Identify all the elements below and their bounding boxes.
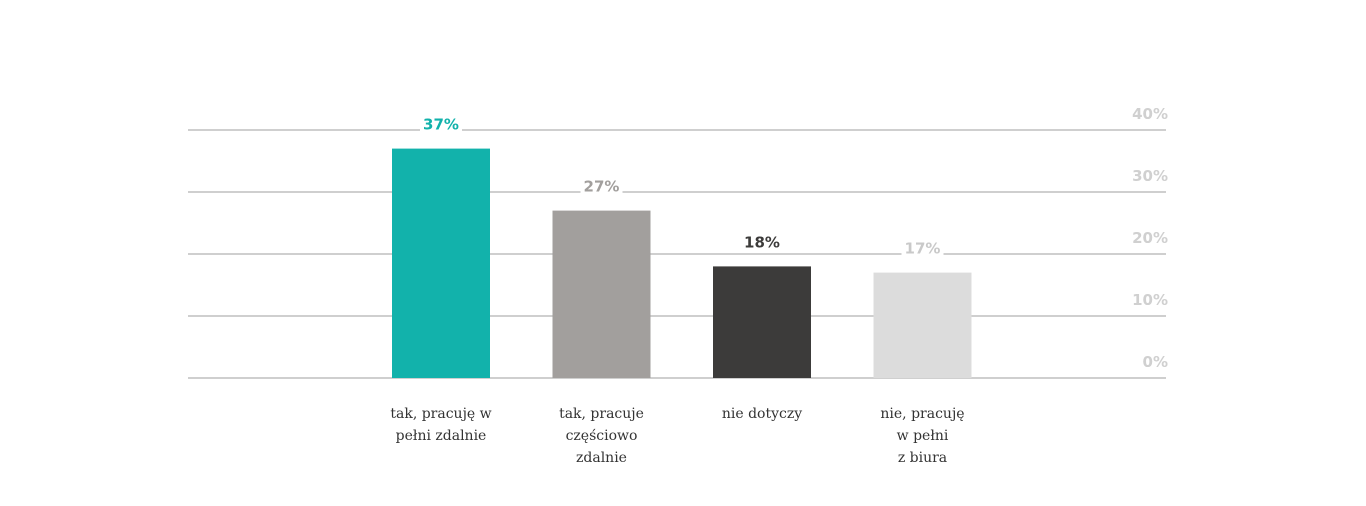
value-label-1: 27% xyxy=(584,178,620,196)
value-label-bg xyxy=(901,238,944,259)
gridlines xyxy=(188,129,1166,379)
bar-2 xyxy=(713,266,811,378)
value-label-2: 18% xyxy=(744,233,780,251)
bar-0 xyxy=(392,148,490,378)
category-label-line: pełni zdalnie xyxy=(396,428,487,444)
category-label-line: z biura xyxy=(898,450,947,466)
bars xyxy=(392,148,972,378)
value-label-bg xyxy=(580,176,623,197)
value-label-bg xyxy=(420,114,462,135)
y-tick-label: 0% xyxy=(1143,353,1168,371)
bar-3 xyxy=(873,272,972,378)
category-label-line: tak, pracuję w xyxy=(390,406,491,422)
category-label-line: zdalnie xyxy=(576,450,627,466)
y-tick-label: 30% xyxy=(1132,167,1168,185)
y-tick-label: 20% xyxy=(1132,229,1168,247)
value-labels: 37% 27% 18% 17% xyxy=(420,114,944,259)
bar-1 xyxy=(552,210,651,378)
category-label-line: w pełni xyxy=(897,428,949,444)
value-label-3: 17% xyxy=(905,240,941,258)
category-label-line: nie, pracuję xyxy=(880,406,964,422)
y-tick-label: 40% xyxy=(1132,105,1168,123)
y-tick-label: 10% xyxy=(1132,291,1168,309)
category-label-line: tak, pracuje xyxy=(559,406,644,422)
y-axis-ticks: 0% 10% 20% 30% 40% xyxy=(1132,105,1168,371)
value-label-bg xyxy=(741,232,783,253)
value-label-0: 37% xyxy=(423,116,459,134)
category-labels: tak, pracuję w pełni zdalnie tak, pracuje c… xyxy=(390,406,964,466)
category-label-line: nie dotyczy xyxy=(722,406,802,422)
category-label-line: częściowo xyxy=(566,428,638,444)
